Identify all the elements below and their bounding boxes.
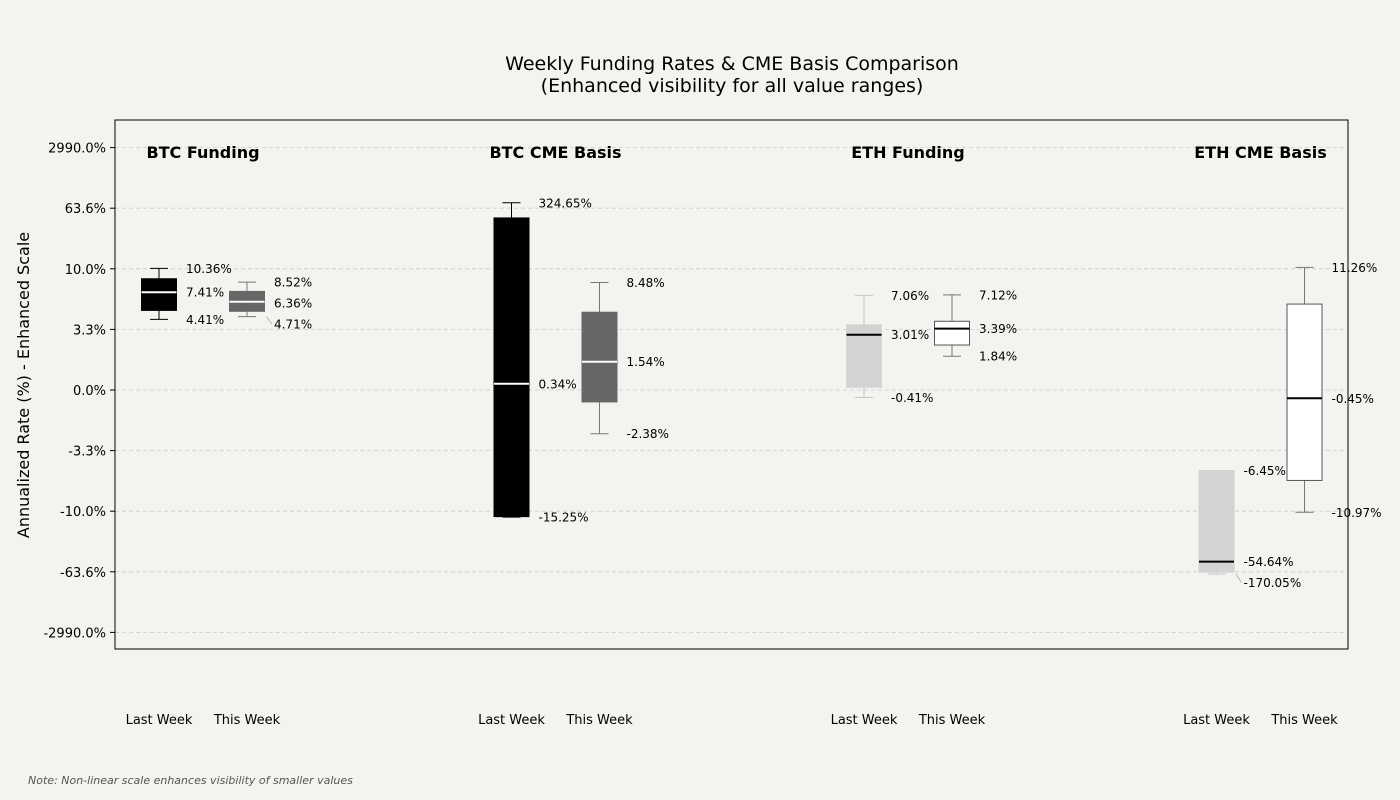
y-tick-label: -63.6%	[60, 566, 106, 581]
label-leader	[1235, 573, 1242, 583]
label-max: -6.45%	[1244, 464, 1286, 478]
x-category-label: Last Week	[478, 713, 545, 728]
y-tick-label: 2990.0%	[48, 142, 106, 157]
label-max: 8.48%	[627, 276, 665, 290]
label-max: 11.26%	[1332, 261, 1378, 275]
x-category-label: This Week	[1270, 713, 1338, 728]
x-category-label: This Week	[213, 713, 281, 728]
y-tick-label: -10.0%	[60, 505, 106, 520]
label-leader	[266, 316, 273, 325]
y-axis: 2990.0% 63.6% 10.0% 3.3% 0.0% -3.3% -10.0% -63.…	[43, 142, 115, 641]
y-tick-label: 10.0%	[65, 263, 106, 278]
label-max: 10.36%	[186, 262, 232, 276]
label-max: 7.06%	[891, 289, 929, 303]
label-min: -0.41%	[891, 391, 933, 405]
box-body	[141, 278, 177, 311]
label-max: 7.12%	[979, 288, 1017, 302]
label-median: 6.36%	[274, 297, 312, 311]
label-median: -0.45%	[1332, 392, 1374, 406]
label-min: 4.71%	[274, 318, 312, 332]
group-title: ETH CME Basis	[1194, 143, 1327, 162]
label-median: -54.64%	[1244, 555, 1294, 569]
x-category-label: This Week	[918, 713, 986, 728]
label-median: 3.01%	[891, 328, 929, 342]
label-median: 7.41%	[186, 286, 224, 300]
label-min: 4.41%	[186, 313, 224, 327]
label-median: 0.34%	[539, 377, 577, 391]
box-plots	[141, 202, 1323, 575]
y-tick-label: 3.3%	[73, 323, 106, 338]
y-tick-label: 0.0%	[73, 384, 106, 399]
label-max: 8.52%	[274, 276, 312, 290]
x-category-label: Last Week	[831, 713, 898, 728]
chart-title-line2: (Enhanced visibility for all value range…	[541, 75, 924, 97]
y-axis-label: Annualized Rate (%) - Enhanced Scale	[14, 232, 33, 538]
label-median: 3.39%	[979, 322, 1017, 336]
box-body	[1286, 303, 1323, 481]
box-body	[934, 320, 970, 346]
x-category-label: Last Week	[1183, 713, 1250, 728]
y-tick-label: -2990.0%	[43, 626, 106, 641]
box-body	[581, 311, 618, 403]
box-body	[1198, 469, 1235, 573]
group-title: ETH Funding	[851, 143, 965, 162]
label-median: 1.54%	[627, 355, 665, 369]
box-body	[493, 217, 530, 518]
label-max: 324.65%	[539, 196, 592, 210]
x-category-label: This Week	[565, 713, 633, 728]
y-tick-label: -3.3%	[68, 445, 106, 460]
x-category-label: Last Week	[126, 713, 193, 728]
label-min: 1.84%	[979, 350, 1017, 364]
chart-title-line1: Weekly Funding Rates & CME Basis Compari…	[505, 53, 959, 75]
data-labels: BTC Funding 10.36% 7.41% 4.41% Last Week 8.52…	[126, 143, 1382, 728]
gridlines	[115, 147, 1348, 633]
footnote: Note: Non-linear scale enhances visibili…	[28, 774, 353, 787]
label-min: -170.05%	[1244, 576, 1302, 590]
label-min: -2.38%	[627, 427, 669, 441]
label-min: -10.97%	[1332, 506, 1382, 520]
group-title: BTC CME Basis	[489, 143, 621, 162]
plot-frame	[114, 119, 1349, 650]
y-tick-label: 63.6%	[65, 202, 106, 217]
label-min: -15.25%	[539, 511, 589, 525]
group-title: BTC Funding	[146, 143, 259, 162]
